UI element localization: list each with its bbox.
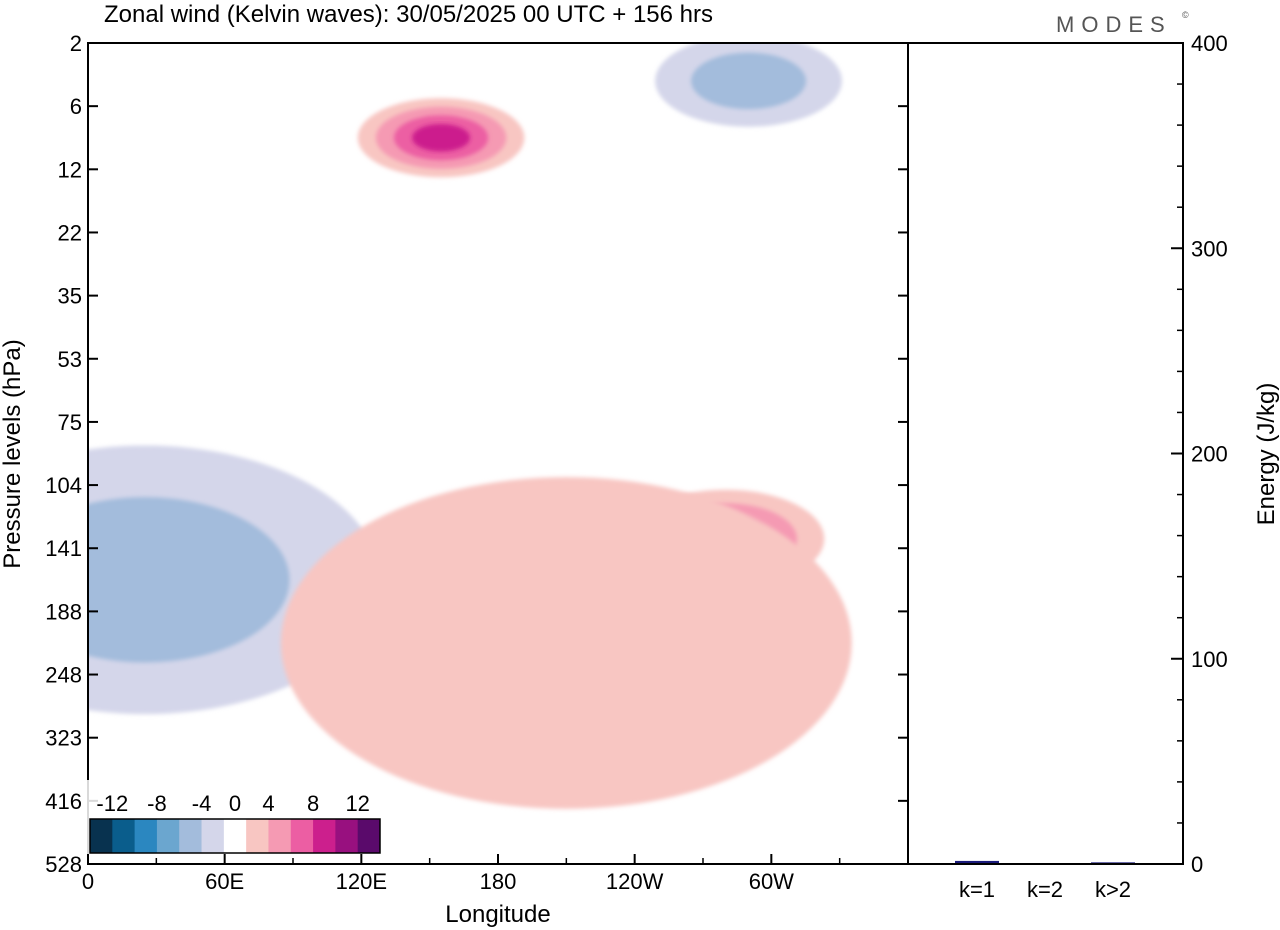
energy-tick-label: 0: [1191, 852, 1203, 877]
y-tick-label: 22: [58, 220, 82, 245]
modes-logo: MODES: [1056, 12, 1172, 37]
y-tick-label: 141: [45, 536, 82, 561]
energy-tick-label: 200: [1191, 442, 1228, 467]
colorbar-swatch: [134, 819, 158, 853]
energy-tick-label: 300: [1191, 236, 1228, 261]
y-tick-label: 53: [58, 347, 82, 372]
x-axis-label: Longitude: [445, 901, 550, 928]
colorbar-label: 0: [229, 791, 241, 816]
energy-category-label: k=2: [1027, 877, 1063, 902]
energy-axis-label: Energy (J/kg): [1253, 383, 1280, 526]
colorbar-label: 8: [307, 791, 319, 816]
colorbar-swatch: [246, 819, 269, 853]
y-tick-label: 2: [70, 31, 82, 56]
y-tick-label: 35: [58, 284, 82, 309]
colorbar-label: 12: [345, 791, 369, 816]
y-tick-label: 248: [45, 663, 82, 688]
x-tick-label: 60W: [749, 869, 794, 894]
colorbar-swatch: [201, 819, 225, 853]
colorbar-swatch: [179, 819, 203, 853]
y-tick-label: 416: [45, 789, 82, 814]
y-tick-label: 6: [70, 94, 82, 119]
contour-field: [88, 43, 852, 809]
colorbar-swatch: [357, 819, 381, 853]
y-axis-label: Pressure levels (hPa): [0, 339, 26, 568]
energy-category-label: k>2: [1095, 877, 1131, 902]
colorbar: -12 -8 -4 0 4 8 12: [86, 780, 384, 854]
x-tick-label: 120W: [606, 869, 664, 894]
energy-plot-frame: [907, 42, 1184, 865]
y-tick-label: 75: [58, 410, 82, 435]
x-tick-label: 0: [82, 869, 94, 894]
contour-feature-5-level-3: [412, 123, 471, 152]
energy-tick-label: 400: [1191, 31, 1228, 56]
y-tick-label: 12: [58, 157, 82, 182]
colorbar-swatch: [90, 819, 113, 853]
contour-feature-6-level-1: [691, 52, 807, 110]
colorbar-label: -4: [192, 791, 212, 816]
x-tick-label: 60E: [205, 869, 244, 894]
colorbar-swatch: [223, 819, 247, 853]
energy-tick-label: 100: [1191, 647, 1228, 672]
longitude-axis: 0 60E 120E 180 120W 60W: [82, 854, 841, 894]
y-tick-label: 323: [45, 726, 82, 751]
y-tick-label: 188: [45, 599, 82, 624]
pressure-axis: 2 6 12 22 35 53 75 104 141 188 248 323 416 528: [45, 31, 908, 877]
colorbar-label: 4: [262, 791, 274, 816]
energy-bar-panel: 0 100 200 300 400 k=1 k=2 k>2: [955, 31, 1228, 902]
energy-bar: [955, 860, 999, 864]
x-tick-label: 180: [480, 869, 517, 894]
contour-feature-1-level-1: [88, 497, 290, 663]
chart-title: Zonal wind (Kelvin waves): 30/05/2025 00…: [104, 1, 713, 28]
energy-category-label: k=1: [959, 877, 995, 902]
modes-logo-mark: ©: [1182, 10, 1189, 20]
colorbar-swatch: [290, 819, 314, 853]
colorbar-swatch: [335, 819, 359, 853]
y-tick-label: 528: [45, 852, 82, 877]
colorbar-swatch: [156, 819, 180, 853]
contour-feature-4-level-0: [280, 477, 852, 809]
colorbar-frame: [89, 818, 381, 854]
colorbar-label: -8: [147, 791, 167, 816]
colorbar-label: -12: [96, 791, 128, 816]
colorbar-swatch: [313, 819, 336, 853]
colorbar-swatch: [112, 819, 136, 853]
x-tick-label: 120E: [336, 869, 387, 894]
y-tick-label: 104: [45, 473, 82, 498]
colorbar-swatch: [268, 819, 292, 853]
